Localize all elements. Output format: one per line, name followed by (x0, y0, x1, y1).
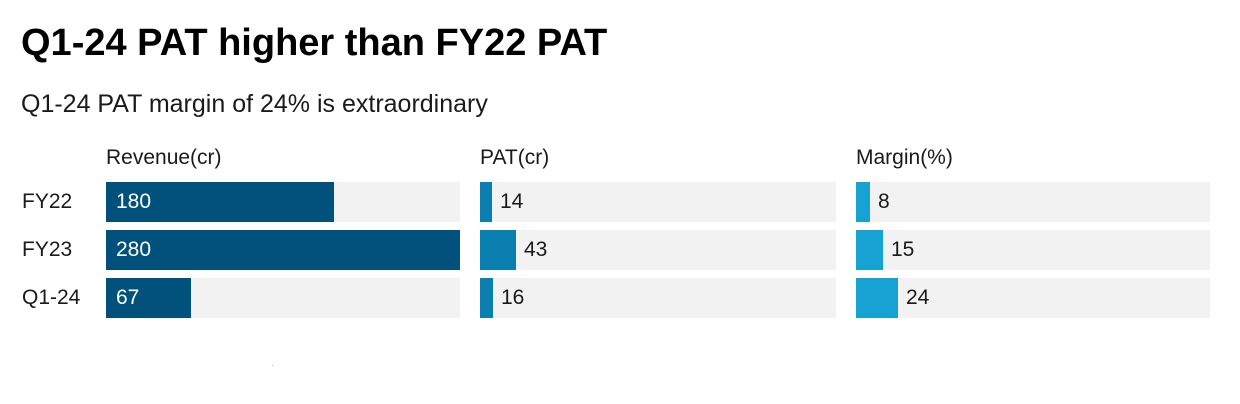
bar (480, 230, 516, 270)
category-label: FY23 (22, 238, 73, 261)
series-header: PAT(cr) (480, 146, 550, 169)
bar-value-label: 8 (878, 190, 890, 213)
stray-dot (272, 365, 273, 366)
chart-title: Q1-24 PAT higher than FY22 PAT (21, 22, 608, 64)
bar-track: 16 (480, 278, 836, 318)
bar (856, 230, 883, 270)
bar (106, 230, 460, 270)
bar-track: 24 (856, 278, 1210, 318)
bar-track: 8 (856, 182, 1210, 222)
bar-value-label: 14 (500, 190, 524, 213)
bar (480, 278, 493, 318)
bar-value-label: 43 (524, 238, 548, 261)
series-header: Margin(%) (856, 146, 953, 169)
bar-value-label: 16 (501, 286, 525, 309)
chart-subtitle: Q1-24 PAT margin of 24% is extraordinary (21, 90, 488, 118)
bar (856, 182, 870, 222)
bar-track: 180 (106, 182, 460, 222)
bar-track: 67 (106, 278, 460, 318)
bar-value-label: 24 (906, 286, 930, 309)
bar-track: 280 (106, 230, 460, 270)
bar (856, 278, 898, 318)
bar-value-label: 67 (116, 286, 140, 309)
bar-value-label: 280 (116, 238, 152, 261)
category-label: Q1-24 (22, 286, 81, 309)
bar-track: 15 (856, 230, 1210, 270)
bar-value-label: 180 (116, 190, 152, 213)
category-label: FY22 (22, 190, 73, 213)
bar-track: 14 (480, 182, 836, 222)
bar-value-label: 15 (891, 238, 915, 261)
series-header: Revenue(cr) (106, 146, 222, 169)
bar (106, 182, 334, 222)
bar (106, 278, 191, 318)
bar (480, 182, 492, 222)
bar-track: 43 (480, 230, 836, 270)
